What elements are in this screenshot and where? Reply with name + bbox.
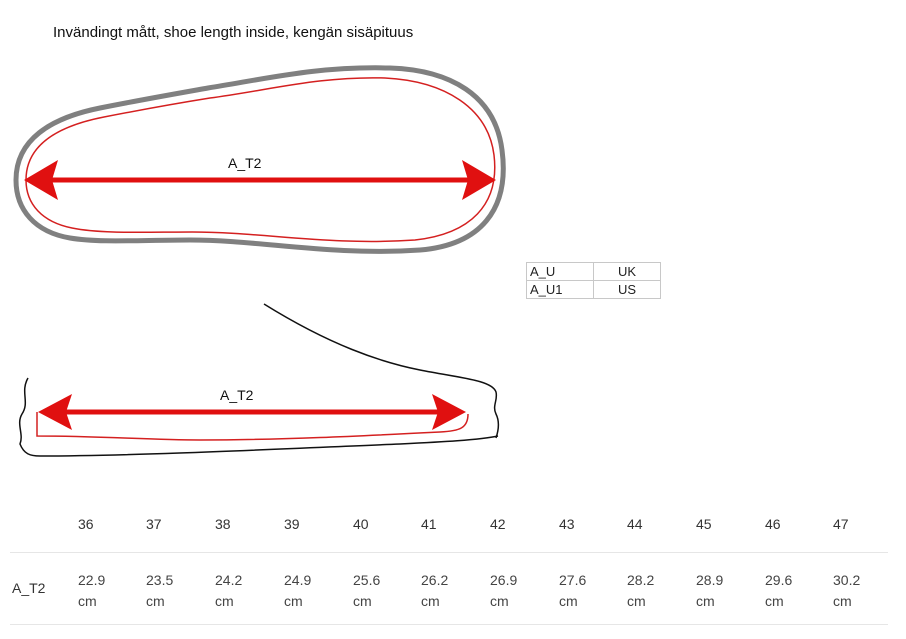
legend-row: A_U1 US: [526, 280, 661, 299]
size-header: 37: [146, 516, 162, 532]
size-header: 41: [421, 516, 437, 532]
length-value: 24.2: [215, 572, 243, 588]
length-value: 29.6: [765, 572, 793, 588]
side-view-inner-outline: [36, 412, 469, 441]
length-unit: cm: [146, 593, 165, 609]
page-title: Invändingt mått, shoe length inside, ken…: [53, 24, 414, 41]
length-cell: 30.2 cm: [833, 570, 873, 612]
length-unit: cm: [696, 593, 715, 609]
top-view-measure-label: A_T2: [228, 155, 262, 171]
length-unit: cm: [490, 593, 509, 609]
length-cell: 24.9 cm: [284, 570, 324, 612]
top-view-measure-arrow: [24, 160, 496, 200]
table-divider: [10, 624, 888, 625]
length-cell: 26.2 cm: [421, 570, 461, 612]
length-value: 26.9: [490, 572, 518, 588]
length-cell: 24.2 cm: [215, 570, 255, 612]
length-cell: 26.9 cm: [490, 570, 530, 612]
length-value: 26.2: [421, 572, 449, 588]
size-header: 44: [627, 516, 643, 532]
size-system-legend: A_U UK A_U1 US: [526, 262, 661, 299]
side-view-measure-arrow: [38, 394, 466, 430]
length-unit: cm: [833, 593, 852, 609]
size-header: 47: [833, 516, 849, 532]
length-value: 27.6: [559, 572, 587, 588]
size-header: 38: [215, 516, 231, 532]
legend-code: A_U1: [526, 280, 594, 299]
length-cell: 27.6 cm: [559, 570, 599, 612]
side-view-upper-line: [263, 303, 500, 439]
size-header: 43: [559, 516, 575, 532]
length-unit: cm: [559, 593, 578, 609]
length-value: 30.2: [833, 572, 861, 588]
length-cell: 25.6 cm: [353, 570, 393, 612]
length-unit: cm: [353, 593, 372, 609]
side-view-sole-outline: [18, 377, 499, 457]
length-unit: cm: [78, 593, 97, 609]
size-header: 40: [353, 516, 369, 532]
length-cell: 29.6 cm: [765, 570, 805, 612]
top-view-outer-outline: [13, 65, 506, 254]
row-label: A_T2: [12, 580, 46, 596]
length-value: 22.9: [78, 572, 106, 588]
length-value: 28.2: [627, 572, 655, 588]
size-header: 45: [696, 516, 712, 532]
length-value: 23.5: [146, 572, 174, 588]
side-view-measure-label: A_T2: [220, 387, 254, 403]
length-value: 25.6: [353, 572, 381, 588]
length-cell: 28.2 cm: [627, 570, 667, 612]
length-cell: 23.5 cm: [146, 570, 186, 612]
length-unit: cm: [215, 593, 234, 609]
length-unit: cm: [421, 593, 440, 609]
legend-value: US: [593, 280, 661, 299]
size-header: 42: [490, 516, 506, 532]
length-value: 28.9: [696, 572, 724, 588]
shoe-diagram: A_T2 A_T2: [13, 65, 506, 457]
length-cell: 22.9 cm: [78, 570, 118, 612]
length-cell: 28.9 cm: [696, 570, 736, 612]
size-header: 39: [284, 516, 300, 532]
size-header: 36: [78, 516, 94, 532]
table-divider: [10, 552, 888, 553]
size-header: 46: [765, 516, 781, 532]
length-unit: cm: [765, 593, 784, 609]
length-unit: cm: [284, 593, 303, 609]
top-view-inner-outline: [25, 77, 496, 243]
length-value: 24.9: [284, 572, 312, 588]
length-unit: cm: [627, 593, 646, 609]
